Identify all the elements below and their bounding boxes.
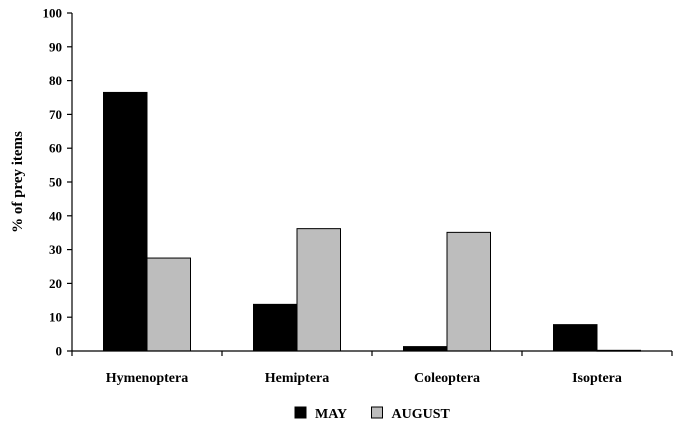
bar-august-coleoptera [446, 231, 491, 352]
x-tick-label: Hymenoptera [106, 371, 188, 386]
y-axis-title: % of prey items [10, 131, 26, 233]
legend: MAY AUGUST [294, 406, 451, 422]
bar-may-hymenoptera [103, 91, 148, 352]
legend-label-may: MAY [315, 407, 347, 422]
y-tick-label: 80 [49, 73, 62, 88]
y-tick-label: 70 [49, 107, 62, 122]
bar-may-hemiptera [253, 303, 298, 352]
legend-swatch-may [294, 406, 307, 419]
y-tick-label: 60 [49, 141, 62, 156]
x-tick-label: Hemiptera [265, 371, 330, 386]
y-tick-label: 90 [49, 39, 62, 54]
legend-swatch-august [371, 406, 383, 419]
y-tick-label: 30 [49, 242, 62, 257]
bars [103, 91, 641, 352]
legend-label-august: AUGUST [392, 407, 451, 422]
y-axis: 0 10 20 30 40 50 60 70 80 90 100 [43, 6, 73, 359]
x-tick-label: Coleoptera [414, 371, 480, 386]
bar-august-hemiptera [296, 228, 341, 352]
y-tick-label: 100 [43, 6, 63, 21]
y-tick-label: 50 [49, 175, 62, 190]
y-tick-label: 0 [56, 344, 63, 359]
y-tick-label: 40 [49, 208, 62, 223]
x-axis: Hymenoptera Hemiptera Coleoptera Isoptera [71, 350, 673, 386]
y-tick-label: 20 [49, 276, 62, 291]
y-tick-label: 10 [49, 310, 62, 325]
bar-may-coleoptera [403, 346, 448, 352]
x-tick-label: Isoptera [572, 371, 622, 386]
bar-may-isoptera [553, 324, 598, 352]
bar-august-hymenoptera [146, 257, 191, 352]
